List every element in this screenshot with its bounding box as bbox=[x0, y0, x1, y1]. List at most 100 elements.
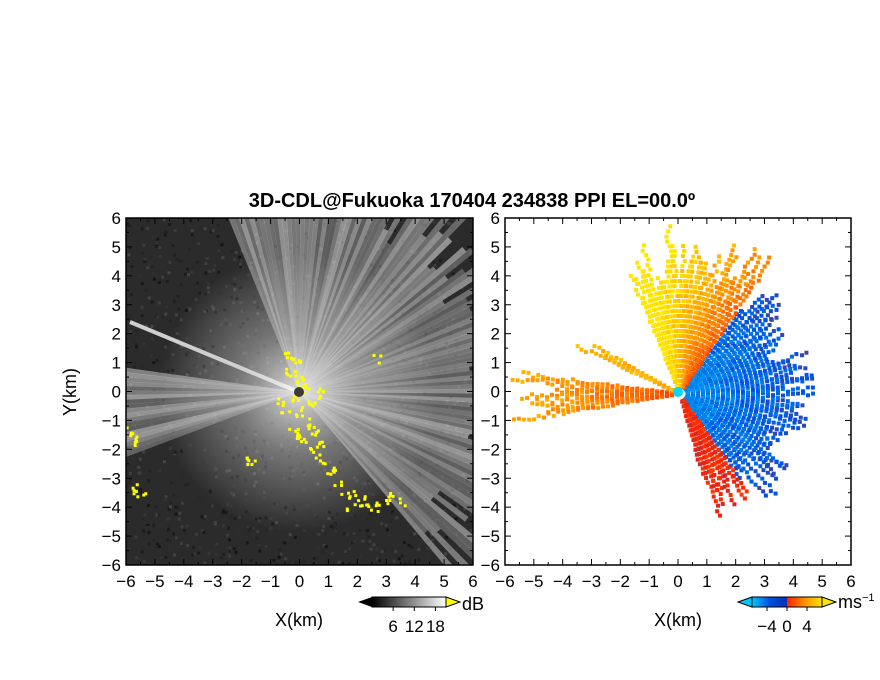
flagged-pixel bbox=[398, 501, 402, 505]
velocity-pixel bbox=[680, 264, 685, 269]
noise-pixel bbox=[361, 539, 365, 543]
noise-pixel bbox=[471, 436, 473, 440]
velocity-pixel bbox=[704, 476, 709, 481]
y-tick-label: −5 bbox=[481, 527, 500, 546]
velocity-pixel bbox=[763, 371, 768, 376]
velocity-pixel bbox=[748, 466, 753, 471]
flagged-pixel bbox=[289, 374, 293, 378]
noise-pixel bbox=[183, 272, 187, 276]
velocity-pixel bbox=[744, 362, 749, 367]
noise-pixel bbox=[164, 230, 168, 234]
velocity-pixel bbox=[626, 365, 631, 370]
velocity-pixel bbox=[803, 416, 808, 421]
noise-pixel bbox=[136, 550, 140, 554]
noise-pixel bbox=[277, 555, 281, 559]
velocity-pixel bbox=[779, 461, 784, 466]
velocity-pixel bbox=[640, 285, 645, 290]
velocity-pixel bbox=[745, 260, 750, 265]
velocity-pixel bbox=[673, 279, 678, 284]
noise-pixel bbox=[165, 279, 169, 283]
velocity-pixel bbox=[671, 274, 676, 279]
velocity-pixel bbox=[545, 397, 550, 402]
velocity-pixel bbox=[707, 330, 712, 335]
noise-pixel bbox=[163, 460, 167, 464]
velocity-pixel bbox=[693, 310, 698, 315]
noise-pixel bbox=[380, 550, 384, 554]
noise-pixel bbox=[185, 267, 189, 271]
velocity-pixel bbox=[785, 403, 790, 408]
velocity-pixel bbox=[673, 344, 678, 349]
velocity-pixel bbox=[659, 326, 664, 331]
noise-pixel bbox=[151, 273, 155, 277]
noise-pixel bbox=[200, 529, 204, 533]
velocity-pixel bbox=[767, 323, 772, 328]
velocity-pixel bbox=[740, 274, 745, 279]
velocity-pixel bbox=[702, 350, 707, 355]
velocity-pixel bbox=[689, 279, 694, 284]
velocity-pixel bbox=[644, 305, 649, 310]
flagged-pixel bbox=[313, 401, 317, 405]
velocity-pixel bbox=[605, 389, 610, 394]
velocity-pixel bbox=[740, 429, 745, 434]
velocity-pixel bbox=[782, 365, 787, 370]
velocity-pixel bbox=[746, 355, 751, 360]
velocity-pixel bbox=[665, 239, 670, 244]
velocity-pixel bbox=[643, 279, 648, 284]
velocity-pixel bbox=[762, 441, 767, 446]
velocity-pixel bbox=[722, 436, 727, 441]
velocity-pixel bbox=[795, 386, 800, 391]
velocity-pixel bbox=[540, 377, 545, 382]
velocity-pixel bbox=[659, 295, 664, 300]
velocity-pixel bbox=[768, 369, 773, 374]
velocity-pixel bbox=[565, 382, 570, 387]
noise-pixel bbox=[128, 482, 132, 486]
velocity-pixel bbox=[717, 470, 722, 475]
noise-pixel bbox=[352, 532, 356, 536]
velocity-pixel bbox=[736, 289, 741, 294]
x-tick-label: −3 bbox=[582, 572, 601, 591]
velocity-pixel bbox=[701, 296, 706, 301]
velocity-pixel bbox=[774, 293, 779, 298]
velocity-pixel bbox=[758, 456, 763, 461]
velocity-pixel bbox=[734, 437, 739, 442]
noise-pixel bbox=[167, 517, 171, 521]
flagged-pixel bbox=[388, 499, 392, 503]
velocity-pixel bbox=[545, 381, 550, 386]
noise-pixel bbox=[190, 233, 194, 237]
velocity-pixel bbox=[730, 334, 735, 339]
colorbar-tick-label: −4 bbox=[757, 617, 776, 636]
velocity-pixel bbox=[657, 291, 662, 296]
noise-pixel bbox=[142, 243, 146, 247]
velocity-pixel bbox=[585, 396, 590, 401]
noise-pixel bbox=[200, 515, 204, 519]
velocity-pixel bbox=[715, 290, 720, 295]
velocity-pixel bbox=[630, 368, 635, 373]
noise-pixel bbox=[195, 281, 199, 285]
velocity-pixel bbox=[723, 461, 728, 466]
velocity-pixel bbox=[696, 300, 701, 305]
velocity-pixel bbox=[749, 404, 754, 409]
velocity-pixel bbox=[660, 347, 665, 352]
velocity-pixel bbox=[783, 368, 788, 373]
velocity-pixel bbox=[736, 369, 741, 374]
velocity-pixel bbox=[710, 420, 715, 425]
velocity-pixel bbox=[740, 384, 745, 389]
velocity-pixel bbox=[688, 324, 693, 329]
noise-pixel bbox=[176, 294, 180, 298]
velocity-pixel bbox=[742, 339, 747, 344]
velocity-pixel bbox=[744, 470, 749, 475]
noise-pixel bbox=[464, 229, 468, 233]
velocity-pixel bbox=[749, 434, 754, 439]
velocity-pixel bbox=[692, 300, 697, 305]
velocity-pixel bbox=[719, 281, 724, 286]
noise-pixel bbox=[228, 546, 232, 550]
velocity-pixel bbox=[728, 308, 733, 313]
flagged-pixel bbox=[318, 453, 322, 457]
velocity-pixel bbox=[701, 427, 706, 432]
velocity-pixel bbox=[689, 289, 694, 294]
x-tick-label: 0 bbox=[295, 572, 304, 591]
velocity-pixel bbox=[625, 385, 630, 390]
velocity-pixel bbox=[789, 354, 794, 359]
velocity-pixel bbox=[560, 377, 565, 382]
